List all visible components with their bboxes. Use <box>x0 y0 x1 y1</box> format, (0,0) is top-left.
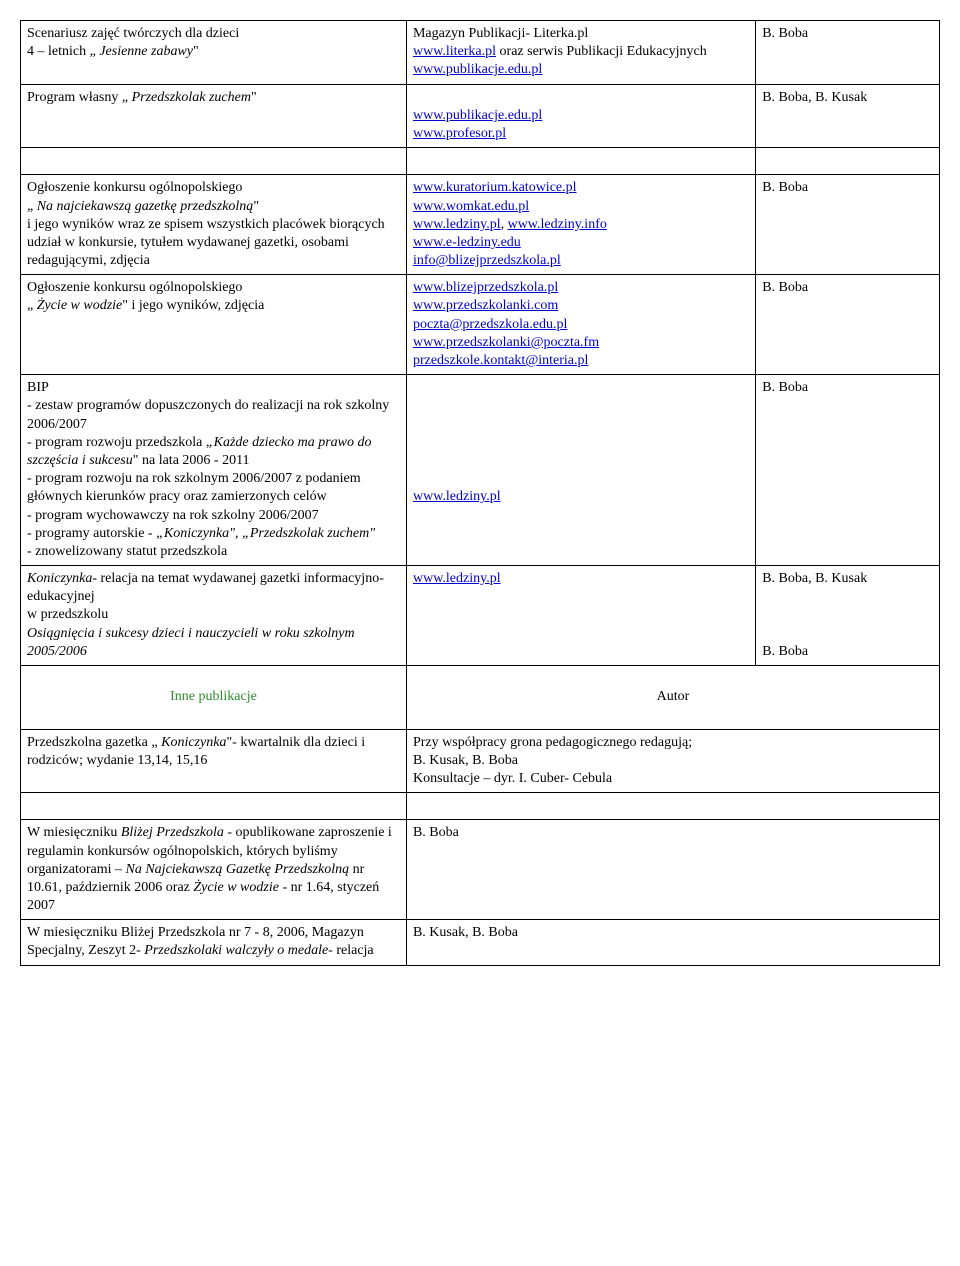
cell-title: W miesięczniku Bliżej Przedszkola nr 7 -… <box>21 920 407 965</box>
section-header-label: Inne publikacje <box>170 689 257 704</box>
spacer-cell <box>406 148 755 175</box>
table-row: Ogłoszenie konkursu ogólnopolskiego„ Życ… <box>21 275 940 375</box>
spacer-cell <box>21 793 407 820</box>
cell-title: Ogłoszenie konkursu ogólnopolskiego„ Życ… <box>21 275 407 375</box>
link[interactable]: www.publikacje.edu.pl <box>413 62 542 77</box>
cell-author: B. Boba <box>406 820 939 920</box>
link[interactable]: www.literka.pl <box>413 44 496 59</box>
link[interactable]: www.przedszkolanki@poczta.fm <box>413 335 599 350</box>
cell-title: Scenariusz zajęć twórczych dla dzieci4 –… <box>21 21 407 85</box>
cell-source: www.blizejprzedszkola.pl www.przedszkolan… <box>406 275 755 375</box>
table-row: Scenariusz zajęć twórczych dla dzieci4 –… <box>21 21 940 85</box>
spacer-row <box>21 148 940 175</box>
table-row: Ogłoszenie konkursu ogólnopolskiego„ Na … <box>21 175 940 275</box>
spacer-cell <box>756 148 940 175</box>
spacer-row <box>21 793 940 820</box>
link[interactable]: www.ledziny.pl <box>413 489 501 504</box>
section-header-autor: Autor <box>406 666 939 730</box>
table-row: BIP- zestaw programów dopuszczonych do r… <box>21 375 940 566</box>
link[interactable]: www.profesor.pl <box>413 126 506 141</box>
cell-author: B. Boba <box>756 21 940 85</box>
link[interactable]: przedszkole.kontakt@interia.pl <box>413 353 588 368</box>
cell-source: www.ledziny.pl <box>406 375 755 566</box>
table-row: Koniczynka- relacja na temat wydawanej g… <box>21 566 940 666</box>
spacer-cell <box>406 793 939 820</box>
cell-author: B. Boba <box>756 275 940 375</box>
cell-title: Koniczynka- relacja na temat wydawanej g… <box>21 566 407 666</box>
publications-table: Scenariusz zajęć twórczych dla dzieci4 –… <box>20 20 940 966</box>
link[interactable]: www.ledziny.pl <box>413 571 501 586</box>
cell-title: W miesięczniku Bliżej Przedszkola - opub… <box>21 820 407 920</box>
link[interactable]: www.ledziny.pl <box>413 217 501 232</box>
cell-author: B. Boba <box>756 375 940 566</box>
cell-author: Przy współpracy grona pedagogicznego red… <box>406 729 939 793</box>
section-header-label: Autor <box>657 689 690 704</box>
cell-author: B. Boba <box>756 175 940 275</box>
cell-author: B. Boba, B. Kusak <box>756 84 940 148</box>
cell-author: B. Kusak, B. Boba <box>406 920 939 965</box>
cell-source: www.kuratorium.katowice.pl www.womkat.edu… <box>406 175 755 275</box>
link[interactable]: www.ledziny.info <box>508 217 607 232</box>
table-row: W miesięczniku Bliżej Przedszkola - opub… <box>21 820 940 920</box>
link[interactable]: www.e-ledziny.edu <box>413 235 521 250</box>
cell-source: www.ledziny.pl <box>406 566 755 666</box>
cell-title: BIP- zestaw programów dopuszczonych do r… <box>21 375 407 566</box>
link[interactable]: www.womkat.edu.pl <box>413 199 529 214</box>
cell-source: www.publikacje.edu.pl www.profesor.pl <box>406 84 755 148</box>
link[interactable]: www.publikacje.edu.pl <box>413 108 542 123</box>
link[interactable]: info@blizejprzedszkola.pl <box>413 253 561 268</box>
table-row: W miesięczniku Bliżej Przedszkola nr 7 -… <box>21 920 940 965</box>
table-row: Program własny „ Przedszkolak zuchem"www… <box>21 84 940 148</box>
cell-source: Magazyn Publikacji- Literka.plwww.literk… <box>406 21 755 85</box>
section-header-row: Inne publikacje Autor <box>21 666 940 730</box>
link[interactable]: www.przedszkolanki.com <box>413 298 558 313</box>
cell-title: Przedszkolna gazetka „ Koniczynka"- kwar… <box>21 729 407 793</box>
link[interactable]: www.blizejprzedszkola.pl <box>413 280 558 295</box>
link[interactable]: poczta@przedszkola.edu.pl <box>413 317 567 332</box>
table-row: Przedszkolna gazetka „ Koniczynka"- kwar… <box>21 729 940 793</box>
link[interactable]: www.kuratorium.katowice.pl <box>413 180 577 195</box>
cell-author: B. Boba, B. KusakB. Boba <box>756 566 940 666</box>
spacer-cell <box>21 148 407 175</box>
cell-title: Ogłoszenie konkursu ogólnopolskiego„ Na … <box>21 175 407 275</box>
section-header-inne-publikacje: Inne publikacje <box>21 666 407 730</box>
cell-title: Program własny „ Przedszkolak zuchem" <box>21 84 407 148</box>
